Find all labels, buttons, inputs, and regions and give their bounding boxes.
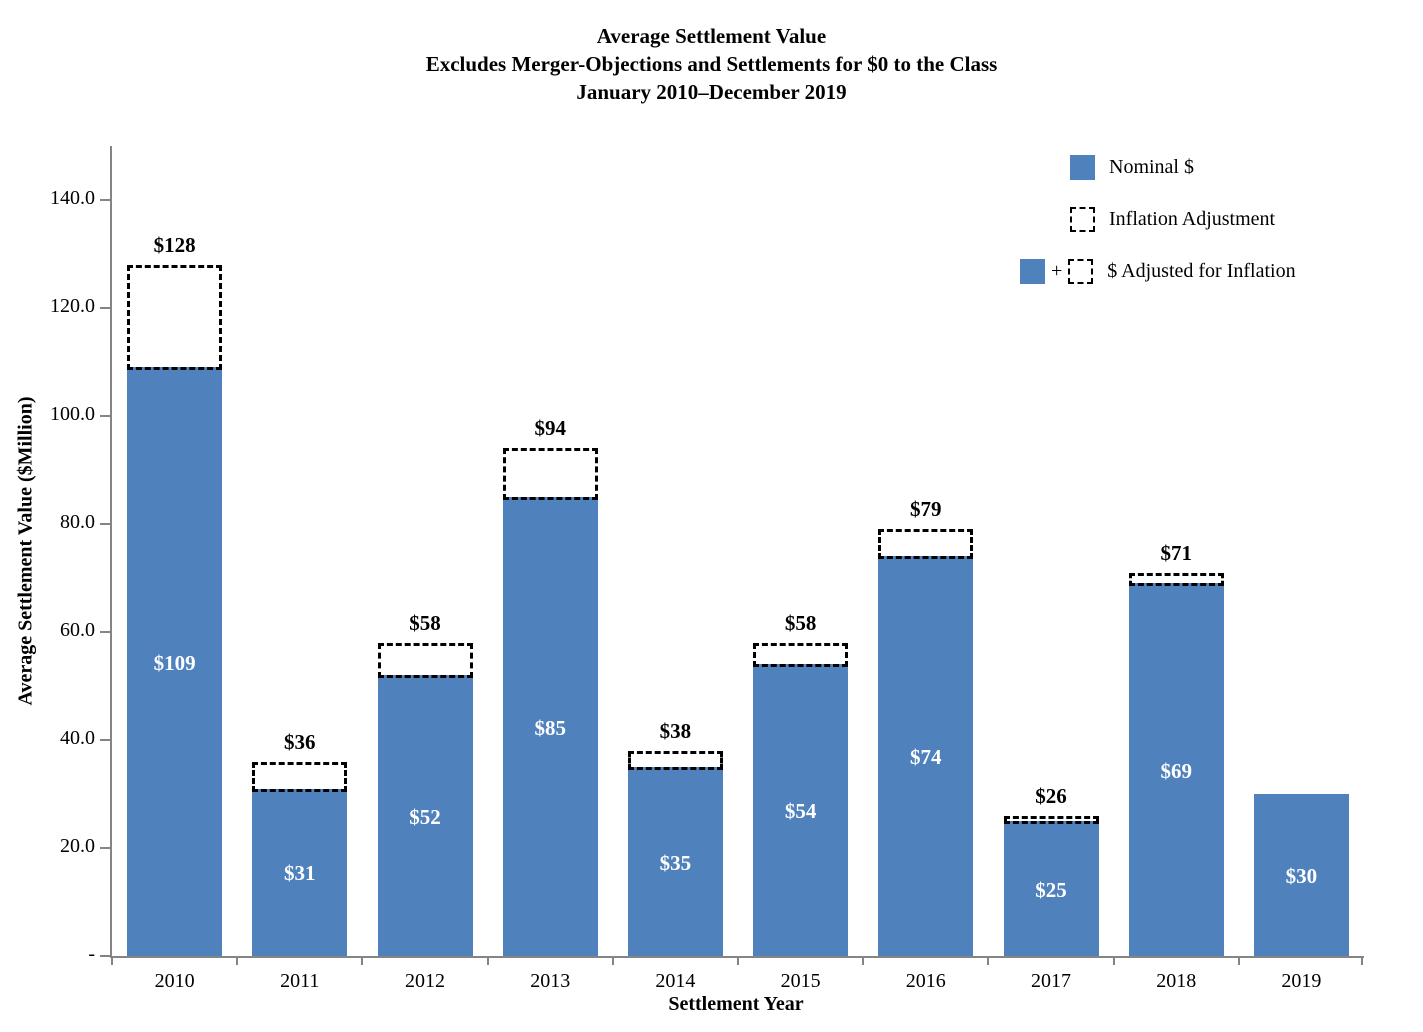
inflation-adjustment-box [377,642,473,679]
y-tick-label: 40.0 [60,727,95,749]
x-category-label: 2013 [530,970,571,992]
x-category-label: 2015 [780,970,821,992]
chart-title: Average Settlement Value Excludes Merger… [0,22,1423,106]
x-category-label: 2014 [655,970,696,992]
x-axis-title: Settlement Year [668,993,804,1015]
adjusted-dashed-swatch-icon [1068,258,1094,284]
total-value-label: $71 [1160,540,1192,565]
inflation-adjustment-swatch-icon [1070,206,1095,232]
inflation-adjustment-box [127,264,223,371]
x-tick-mark [862,956,865,965]
legend-label-adjusted-for-inflation: $ Adjusted for Inflation [1107,259,1296,282]
total-value-label: $128 [153,232,196,257]
x-tick-mark [111,956,113,965]
y-tick-mark [100,523,110,525]
y-tick-mark [100,631,110,633]
total-value-label: $58 [784,610,817,635]
x-category-label: 2011 [280,970,320,992]
chart-title-line2: Excludes Merger-Objections and Settlemen… [425,52,998,76]
x-tick-mark [987,956,990,965]
x-tick-mark [1361,956,1363,965]
y-tick-mark [100,739,110,741]
x-tick-mark [1112,956,1115,965]
bar-value-label: $31 [284,861,316,886]
chart-title-line1: Average Settlement Value [596,24,827,48]
bar [1128,583,1224,956]
bar [252,788,348,956]
bar [753,664,849,956]
y-tick-label: 100.0 [50,403,95,425]
bar-value-label: $74 [910,745,942,770]
y-tick-label: - [88,943,95,965]
x-category-label: 2018 [1156,970,1197,992]
adjusted-solid-swatch-icon [1020,258,1045,284]
inflation-adjustment-box [502,448,598,500]
inflation-adjustment-box [627,750,723,770]
total-value-label: $94 [534,416,566,441]
bar-value-label: $69 [1160,758,1192,783]
y-tick-label: 20.0 [60,835,95,857]
total-value-label: $26 [1035,783,1067,808]
x-category-label: 2016 [905,970,946,992]
total-value-label: $58 [409,610,441,635]
legend-label-inflation-adjustment: Inflation Adjustment [1109,207,1276,230]
x-category-label: 2017 [1030,970,1071,992]
bar [502,497,598,956]
legend-item-nominal: Nominal $ [1070,152,1296,182]
x-tick-mark [236,956,239,965]
bar [627,767,723,956]
total-value-label: $38 [659,718,692,743]
nominal-swatch-icon [1070,154,1095,180]
y-tick-mark [100,415,110,417]
bar [878,556,974,956]
bar-value-label: $30 [1285,864,1318,888]
y-tick-mark [100,955,110,957]
legend: Nominal $ Inflation Adjustment + $ Adjus… [1020,152,1296,308]
inflation-adjustment-box [252,761,348,792]
inflation-adjustment-box [1128,572,1224,587]
legend-label-nominal: Nominal $ [1109,155,1194,178]
y-tick-label: 60.0 [60,619,95,641]
y-tick-mark [100,847,110,849]
bar [1253,794,1349,956]
y-tick-label: 120.0 [50,295,95,317]
bar [377,675,473,956]
bar-value-label: $109 [153,650,196,675]
bar [1003,821,1099,956]
bar [127,367,223,956]
y-tick-mark [100,199,110,201]
inflation-adjustment-box [1003,815,1099,824]
bar-value-label: $85 [534,715,566,740]
chart-title-line3: January 2010–December 2019 [576,80,847,104]
plot-area: 140.0 120.0 100.0 80.0 60.0 40.0 20.0 - $109 $128… [50,146,1364,992]
x-category-label: 2010 [154,970,195,992]
x-tick-mark [737,956,739,965]
bar-value-label: $52 [409,804,441,829]
x-tick-mark [361,956,364,965]
y-tick-label: 140.0 [50,187,95,209]
x-category-label: 2019 [1281,970,1322,992]
bar-value-label: $54 [784,799,817,824]
bar-value-label: $35 [659,850,692,875]
x-category-label: 2012 [404,970,445,992]
bar-value-label: $25 [1035,877,1067,902]
legend-item-adjusted-for-inflation: + $ Adjusted for Inflation [1020,256,1296,286]
total-value-label: $79 [910,497,942,522]
x-tick-mark [1237,956,1240,965]
legend-item-inflation-adjustment: Inflation Adjustment [1070,204,1296,234]
y-axis-title: Average Settlement Value ($Million) [14,396,37,706]
total-value-label: $36 [284,729,316,754]
y-tick-label: 80.0 [60,511,95,533]
plus-sign: + [1051,259,1063,282]
x-tick-mark [486,956,489,965]
inflation-adjustment-box [878,529,974,560]
y-tick-mark [100,307,110,309]
x-tick-mark [611,956,614,965]
inflation-adjustment-box [753,642,849,668]
